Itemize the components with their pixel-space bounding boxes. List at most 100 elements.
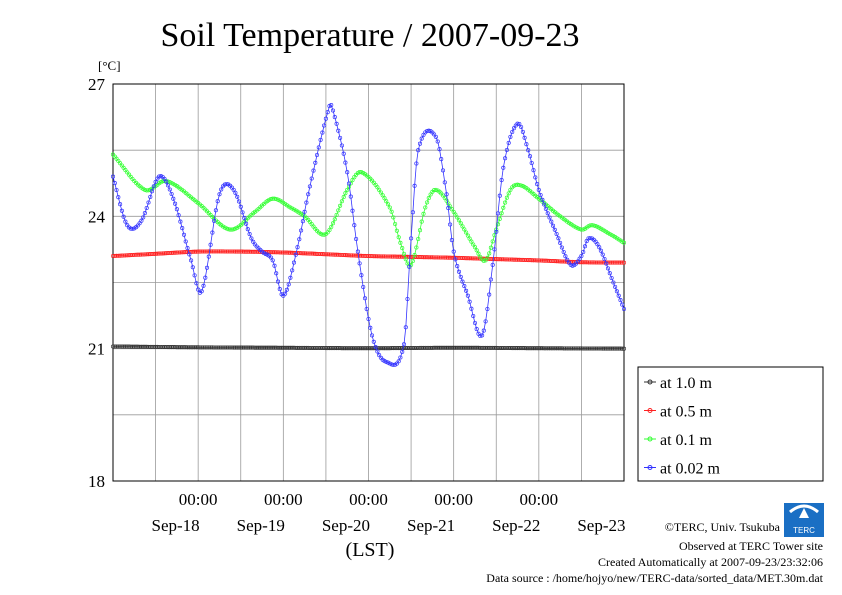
data-point xyxy=(552,227,557,232)
data-point xyxy=(348,194,353,199)
data-point xyxy=(314,152,320,158)
data-point xyxy=(334,121,339,126)
series-line xyxy=(112,104,625,366)
data-point xyxy=(119,208,124,213)
data-point xyxy=(495,222,501,227)
data-point xyxy=(579,253,584,259)
data-point xyxy=(329,103,334,108)
data-point xyxy=(322,123,327,128)
data-point xyxy=(510,129,515,135)
data-point xyxy=(327,227,332,233)
x-tick-label: 00:00 xyxy=(179,490,218,509)
data-point xyxy=(595,242,600,247)
data-point xyxy=(189,258,194,263)
data-point xyxy=(217,192,222,197)
data-point xyxy=(435,139,440,144)
data-point xyxy=(274,271,279,276)
data-point xyxy=(357,170,362,175)
data-point xyxy=(414,161,419,166)
data-point xyxy=(183,239,188,244)
plot-frame xyxy=(112,83,625,482)
data-point xyxy=(433,187,438,192)
data-point xyxy=(368,325,373,330)
data-point xyxy=(471,313,476,319)
data-point xyxy=(465,233,470,238)
data-point xyxy=(412,253,417,258)
data-point xyxy=(371,339,376,344)
data-point xyxy=(409,236,414,241)
data-point xyxy=(515,121,520,126)
data-point xyxy=(369,333,375,338)
data-point xyxy=(458,274,463,279)
data-point xyxy=(467,299,472,304)
data-point xyxy=(426,128,431,133)
data-point xyxy=(242,216,247,221)
data-point xyxy=(359,273,364,278)
data-point xyxy=(504,147,509,153)
data-point xyxy=(442,195,447,201)
data-point xyxy=(497,193,502,198)
data-point xyxy=(112,181,117,186)
data-point xyxy=(579,227,584,232)
data-point xyxy=(121,214,126,219)
data-point xyxy=(299,228,304,233)
data-point xyxy=(469,306,474,311)
date-labels: Sep-18 Sep-19 Sep-20 Sep-21 Sep-22 Sep-23 xyxy=(151,516,625,535)
data-point xyxy=(382,196,387,201)
data-point xyxy=(465,293,470,298)
data-point xyxy=(410,210,415,215)
data-point xyxy=(341,151,346,156)
data-point xyxy=(428,192,433,197)
data-point xyxy=(268,255,273,260)
data-point xyxy=(490,239,495,244)
data-point xyxy=(538,192,543,198)
data-point xyxy=(336,208,341,213)
data-point xyxy=(394,228,399,233)
data-point xyxy=(208,242,213,247)
data-point xyxy=(110,174,116,179)
legend: at 1.0 m at 0.5 m at 0.1 m at 0.02 m xyxy=(637,366,824,482)
data-point xyxy=(487,251,492,256)
data-point xyxy=(453,257,458,262)
data-point xyxy=(165,183,171,188)
data-point xyxy=(407,264,412,269)
data-point xyxy=(309,176,314,181)
y-tick-label: 27 xyxy=(88,75,106,94)
data-point xyxy=(536,187,541,192)
data-point xyxy=(501,205,506,210)
data-point xyxy=(329,224,334,230)
data-point xyxy=(421,211,426,216)
data-point xyxy=(607,271,612,276)
data-point xyxy=(116,195,121,200)
data-point xyxy=(320,130,325,135)
data-point xyxy=(219,187,224,192)
grid xyxy=(112,83,625,482)
data-point xyxy=(494,229,499,234)
data-point xyxy=(481,328,486,333)
data-point xyxy=(290,268,295,273)
data-point xyxy=(621,346,627,351)
data-point xyxy=(176,213,181,218)
data-point xyxy=(396,359,401,364)
data-point xyxy=(130,226,135,231)
data-point xyxy=(146,200,151,205)
data-point xyxy=(433,134,438,139)
data-point xyxy=(613,284,618,289)
data-point xyxy=(270,258,275,263)
data-point xyxy=(503,200,508,205)
data-point xyxy=(231,187,236,192)
data-point xyxy=(153,179,158,184)
data-point xyxy=(334,212,339,217)
data-point xyxy=(591,223,596,228)
data-point xyxy=(488,277,493,282)
data-point xyxy=(396,235,401,240)
data-point xyxy=(164,179,169,184)
data-point xyxy=(123,219,128,224)
data-point xyxy=(332,217,337,222)
data-point xyxy=(478,333,483,339)
data-point xyxy=(439,157,444,162)
data-point xyxy=(162,176,167,181)
data-point xyxy=(519,124,524,130)
data-point xyxy=(416,236,421,242)
data-point xyxy=(474,327,479,332)
